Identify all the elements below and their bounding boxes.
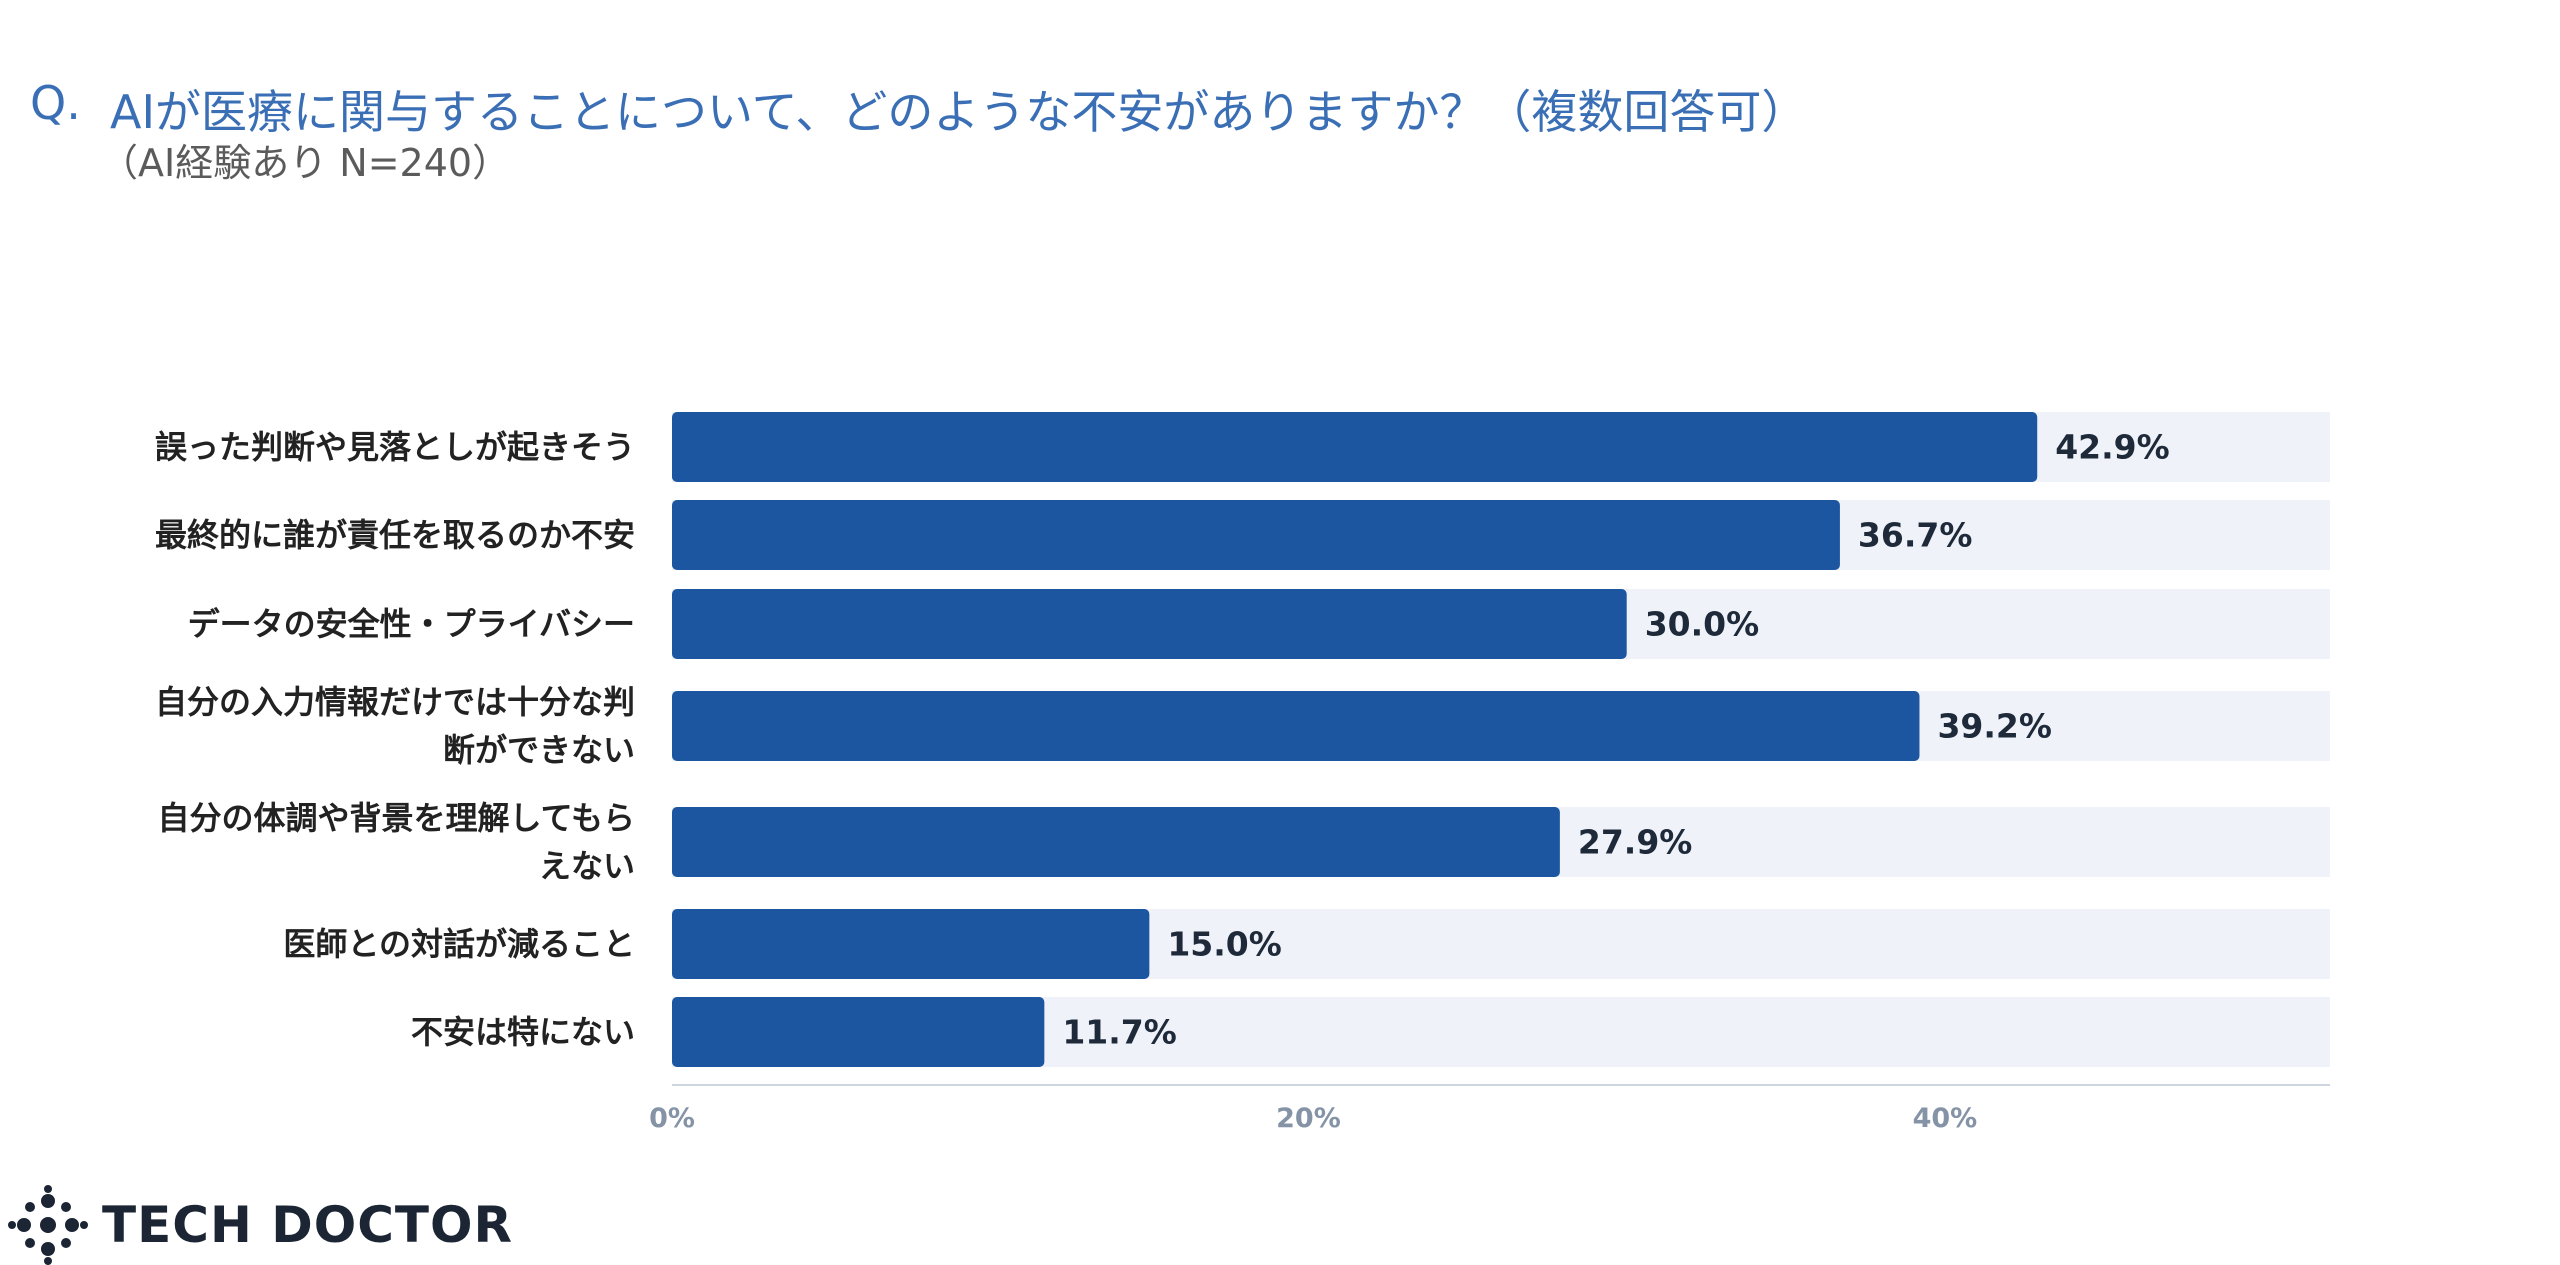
category-label: 不安は特にない (411, 1013, 635, 1051)
category-label: 誤った判断や見落としが起きそう (155, 428, 635, 466)
category-label: 断ができない (443, 731, 635, 769)
data-label: 15.0% (1167, 925, 1282, 964)
brand-logo: TECH DOCTOR (8, 1185, 513, 1265)
data-label: 30.0% (1645, 605, 1760, 644)
x-tick-label: 20% (1276, 1103, 1341, 1134)
category-label: データの安全性・プライバシー (188, 605, 635, 643)
bar (672, 997, 1045, 1067)
bar (672, 909, 1150, 979)
x-tick-label: 0% (649, 1103, 695, 1134)
question-prefix: Q. (30, 76, 81, 130)
data-label: 42.9% (2055, 428, 2170, 467)
bar (672, 500, 1840, 570)
molecule-logo-icon (8, 1185, 88, 1265)
data-label: 36.7% (1858, 516, 1973, 555)
bar (672, 691, 1920, 761)
category-label: 最終的に誰が責任を取るのか不安 (155, 516, 635, 554)
data-label: 39.2% (1937, 707, 2052, 746)
bar (672, 589, 1627, 659)
bar (672, 412, 2038, 482)
category-label: 医師との対話が減ること (283, 925, 635, 963)
data-label: 11.7% (1062, 1013, 1177, 1052)
question-title: AIが医療に関与することについて、どのような不安がありますか？（複数回答可） (110, 85, 1808, 139)
logo-text: TECH DOCTOR (102, 1196, 514, 1254)
category-label: 自分の体調や背景を理解してもら (158, 799, 635, 837)
data-label: 27.9% (1578, 823, 1693, 862)
question-subtitle: （AI経験あり N=240） (100, 141, 511, 185)
category-label: えない (539, 847, 635, 885)
category-label: 自分の入力情報だけでは十分な判 (155, 683, 635, 721)
x-tick-label: 40% (1913, 1103, 1978, 1134)
bar (672, 807, 1560, 877)
